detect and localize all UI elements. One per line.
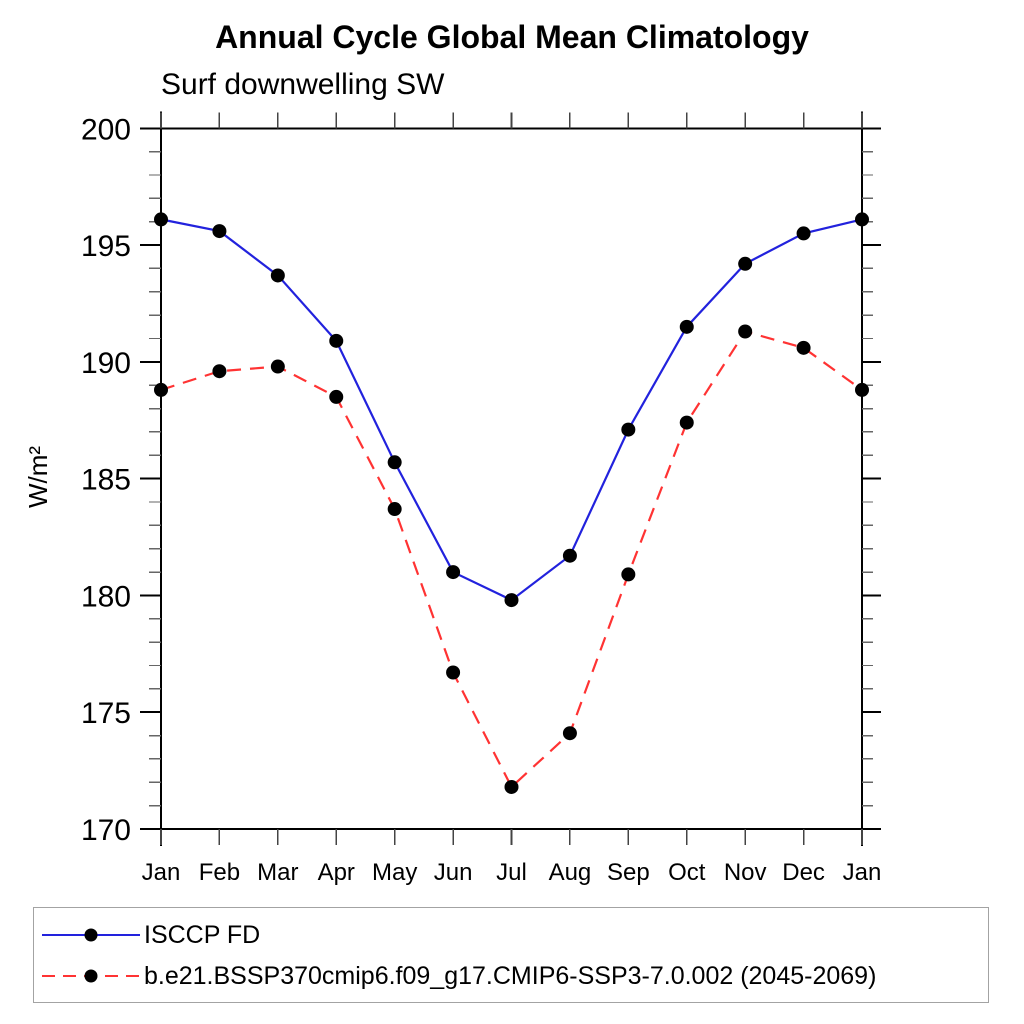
- data-point-marker-s0: [329, 333, 344, 348]
- data-point-marker-s1: [504, 779, 519, 794]
- x-tick-label: Mar: [257, 859, 298, 886]
- legend-dashed-line-marker-icon: [42, 969, 140, 983]
- data-point-marker-s1: [270, 359, 285, 374]
- series-line-1: [160, 330, 863, 789]
- y-axis-label: W/m²: [23, 446, 53, 508]
- data-point-marker-s0: [504, 593, 519, 608]
- data-point-marker-s1: [154, 382, 168, 397]
- legend-label-model-run: b.e21.BSSP370cmip6.f09_g17.CMIP6-SSP3-7.…: [144, 961, 877, 990]
- y-tick-label: 190: [81, 347, 131, 380]
- data-point-marker-s1: [329, 389, 344, 404]
- data-point-marker-s0: [855, 212, 869, 227]
- data-point-marker-s0: [154, 212, 168, 227]
- x-tick-label: Jan: [142, 859, 181, 886]
- data-point-marker-s1: [738, 324, 753, 339]
- y-tick-label: 185: [81, 464, 131, 497]
- data-point-marker-s1: [855, 382, 869, 397]
- data-point-marker-s0: [562, 548, 577, 563]
- data-point-marker-s0: [387, 455, 402, 470]
- chart-title: Annual Cycle Global Mean Climatology: [215, 19, 809, 55]
- x-tick-label: Apr: [318, 859, 355, 886]
- data-point-marker-s1: [446, 665, 461, 680]
- data-point-marker-s0: [679, 319, 694, 334]
- y-tick-label: 175: [81, 697, 131, 730]
- x-tick-label: Jan: [843, 859, 882, 886]
- data-point-marker-s0: [446, 565, 461, 580]
- y-tick-label: 195: [81, 230, 131, 263]
- data-point-marker-s0: [212, 224, 227, 239]
- y-tick-label: 170: [81, 814, 131, 847]
- x-tick-label: Dec: [782, 859, 825, 886]
- data-point-marker-s0: [738, 256, 753, 271]
- x-tick-label: Aug: [549, 859, 592, 886]
- x-tick-label: Nov: [724, 859, 767, 886]
- legend-item-model-run: b.e21.BSSP370cmip6.f09_g17.CMIP6-SSP3-7.…: [40, 959, 876, 993]
- data-point-marker-s1: [621, 567, 636, 582]
- legend-marker-dot-icon: [84, 969, 98, 983]
- data-point-marker-s0: [270, 268, 285, 283]
- data-point-marker-s1: [679, 415, 694, 430]
- x-tick-label: Sep: [607, 859, 650, 886]
- legend-box: ISCCP FD b.e21.BSSP370cmip6.f09_g17.CMIP…: [33, 907, 989, 1003]
- x-tick-label: Jun: [434, 859, 473, 886]
- y-tick-label: 180: [81, 580, 131, 613]
- y-tick-label: 200: [81, 113, 131, 146]
- series-line-0: [160, 218, 863, 602]
- data-point-marker-s1: [212, 364, 227, 379]
- data-point-marker-s1: [796, 340, 811, 355]
- legend-solid-line-marker-icon: [42, 928, 140, 942]
- legend-label-isccp-fd: ISCCP FD: [144, 920, 261, 949]
- x-tick-label: May: [372, 859, 417, 886]
- data-point-marker-s1: [387, 502, 402, 517]
- data-point-marker-s1: [562, 726, 577, 741]
- data-point-marker-s0: [621, 422, 636, 437]
- legend-marker-dot-icon: [84, 928, 98, 942]
- legend-item-isccp-fd: ISCCP FD: [40, 918, 260, 952]
- chart-subtitle: Surf downwelling SW: [161, 68, 445, 101]
- data-point-marker-s0: [796, 226, 811, 241]
- x-tick-label: Oct: [668, 859, 706, 886]
- x-tick-label: Jul: [496, 859, 527, 886]
- x-tick-label: Feb: [199, 859, 240, 886]
